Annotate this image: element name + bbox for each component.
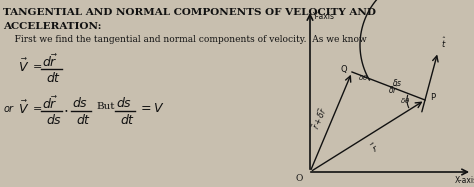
Text: Y-axis: Y-axis (313, 12, 335, 21)
Text: X-axis: X-axis (455, 176, 474, 185)
Text: $=$: $=$ (30, 102, 42, 112)
Text: $d\vec{r}$: $d\vec{r}$ (42, 54, 58, 70)
Text: $ds$: $ds$ (46, 113, 62, 127)
Text: $ds$: $ds$ (72, 96, 88, 110)
Text: First we find the tangential and normal components of velocity.  As we know: First we find the tangential and normal … (3, 35, 367, 44)
Text: Q: Q (341, 65, 347, 74)
Text: But: But (96, 102, 115, 111)
Text: $dt$: $dt$ (76, 113, 91, 127)
Text: $\delta\vec{r}$: $\delta\vec{r}$ (388, 84, 398, 96)
Text: $= V$: $= V$ (138, 102, 164, 115)
Text: $\delta\theta$: $\delta\theta$ (400, 96, 410, 105)
Text: $dt$: $dt$ (120, 113, 135, 127)
Text: $dt$: $dt$ (46, 71, 61, 85)
Text: $\delta\theta$: $\delta\theta$ (358, 73, 368, 82)
Text: $ds$: $ds$ (116, 96, 132, 110)
Text: ACCELERATION:: ACCELERATION: (3, 22, 101, 31)
Text: TANGENTIAL AND NORMAL COMPONENTS OF VELOCITY AND: TANGENTIAL AND NORMAL COMPONENTS OF VELO… (3, 8, 376, 17)
Text: O: O (296, 174, 303, 183)
Text: $\delta s$: $\delta s$ (392, 76, 402, 88)
Text: $or$: $or$ (3, 103, 16, 114)
Text: $\cdot$: $\cdot$ (63, 102, 68, 117)
Text: $=$: $=$ (30, 60, 42, 70)
Text: $\vec{V}$: $\vec{V}$ (18, 58, 29, 75)
Text: $\vec{r}$: $\vec{r}$ (369, 141, 381, 155)
Text: $d\vec{r}$: $d\vec{r}$ (42, 96, 58, 112)
Text: $\hat{t}$: $\hat{t}$ (441, 35, 447, 50)
Text: $\vec{V}$: $\vec{V}$ (18, 100, 29, 117)
Text: P: P (430, 93, 435, 102)
Text: $\vec{r}+\delta\vec{r}$: $\vec{r}+\delta\vec{r}$ (310, 105, 330, 131)
